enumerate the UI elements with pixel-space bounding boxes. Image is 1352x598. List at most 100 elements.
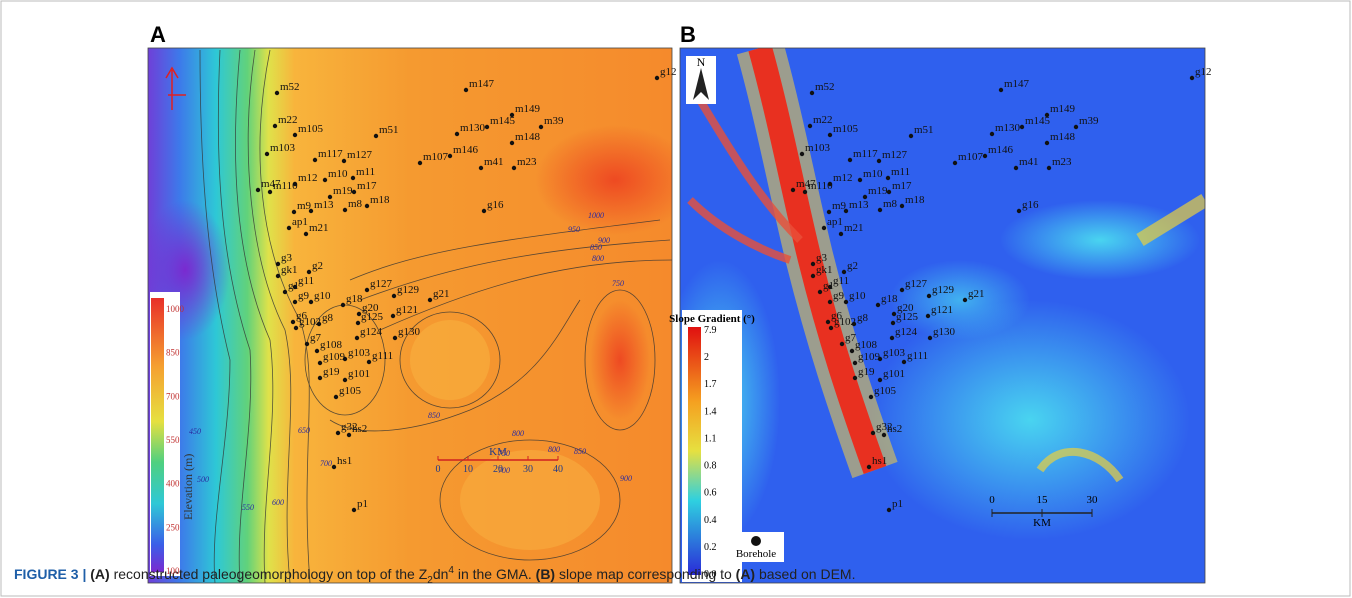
borehole bbox=[909, 134, 913, 138]
borehole bbox=[418, 161, 422, 165]
borehole bbox=[867, 465, 871, 469]
borehole-label: g12 bbox=[660, 66, 677, 78]
borehole bbox=[283, 290, 287, 294]
borehole bbox=[318, 376, 322, 380]
borehole-label: g109 bbox=[858, 351, 881, 363]
caption-text: based on DEM. bbox=[759, 566, 856, 582]
borehole-label: g16 bbox=[1022, 199, 1039, 211]
borehole bbox=[878, 378, 882, 382]
borehole bbox=[351, 176, 355, 180]
borehole-label: g105 bbox=[339, 385, 362, 397]
caption-label: FIGURE 3 | bbox=[14, 566, 86, 582]
borehole-label: gk1 bbox=[281, 264, 298, 276]
borehole-label: m23 bbox=[517, 156, 537, 168]
borehole-label: g3 bbox=[281, 252, 293, 264]
borehole-label: g129 bbox=[932, 284, 955, 296]
borehole-label: ap1 bbox=[292, 216, 308, 228]
legend-title: Slope Gradient (°) bbox=[669, 313, 755, 325]
borehole bbox=[882, 433, 886, 437]
borehole bbox=[963, 298, 967, 302]
contour-label: 850 bbox=[428, 411, 440, 420]
borehole bbox=[869, 395, 873, 399]
borehole bbox=[928, 336, 932, 340]
borehole bbox=[953, 161, 957, 165]
borehole-label: m147 bbox=[469, 78, 495, 90]
borehole-label: m130 bbox=[995, 122, 1021, 134]
borehole-label: m22 bbox=[813, 114, 833, 126]
scale-label: 40 bbox=[553, 464, 563, 475]
caption-text: reconstructed paleogeomorphology on top … bbox=[114, 566, 428, 582]
borehole bbox=[828, 133, 832, 137]
legend-label: 1.1 bbox=[704, 433, 717, 444]
borehole bbox=[355, 336, 359, 340]
borehole-label: hs2 bbox=[887, 423, 902, 435]
borehole-label: m149 bbox=[515, 103, 541, 115]
borehole bbox=[1020, 125, 1024, 129]
scale-label: 0 bbox=[989, 494, 995, 506]
north-label: N bbox=[697, 55, 706, 69]
borehole bbox=[822, 226, 826, 230]
borehole-label: m12 bbox=[298, 172, 318, 184]
borehole-label: m147 bbox=[1004, 78, 1030, 90]
borehole-label: g101 bbox=[348, 368, 370, 380]
borehole bbox=[315, 349, 319, 353]
borehole bbox=[876, 303, 880, 307]
borehole bbox=[352, 508, 356, 512]
legend-label: 850 bbox=[166, 348, 180, 358]
borehole bbox=[892, 312, 896, 316]
borehole-label: g8 bbox=[322, 312, 334, 324]
borehole-label: m103 bbox=[805, 142, 831, 154]
borehole-label: m41 bbox=[484, 156, 504, 168]
borehole bbox=[510, 141, 514, 145]
borehole bbox=[1017, 209, 1021, 213]
borehole bbox=[268, 190, 272, 194]
borehole-label: g10 bbox=[849, 290, 866, 302]
legend-label: 0.6 bbox=[704, 488, 717, 499]
contour-label: 800 bbox=[592, 254, 604, 263]
borehole-symbol bbox=[751, 536, 761, 546]
borehole-label: m19 bbox=[333, 185, 353, 197]
contour-label: 800 bbox=[548, 445, 560, 454]
borehole bbox=[448, 154, 452, 158]
borehole-label: m148 bbox=[1050, 131, 1076, 143]
borehole-label: g20 bbox=[897, 302, 914, 314]
borehole-label: m11 bbox=[356, 166, 375, 178]
borehole bbox=[347, 433, 351, 437]
legend-label: 700 bbox=[166, 391, 180, 401]
contour-label: 600 bbox=[272, 498, 284, 507]
borehole bbox=[803, 190, 807, 194]
legend-label: 100 bbox=[166, 566, 180, 576]
colorbar bbox=[688, 327, 701, 575]
borehole bbox=[1190, 76, 1194, 80]
caption-ref: (B) bbox=[536, 566, 555, 582]
borehole-label: g2 bbox=[847, 260, 858, 272]
borehole bbox=[1045, 141, 1049, 145]
borehole-label: m145 bbox=[1025, 115, 1051, 127]
borehole bbox=[887, 508, 891, 512]
legend-label: 7.9 bbox=[704, 325, 717, 336]
borehole-label: g127 bbox=[905, 278, 928, 290]
borehole-label: g124 bbox=[895, 326, 918, 338]
borehole-label: hs1 bbox=[872, 455, 887, 467]
borehole bbox=[365, 204, 369, 208]
contour-label: 800 bbox=[512, 429, 524, 438]
borehole bbox=[877, 159, 881, 163]
borehole-label: g12 bbox=[1195, 66, 1212, 78]
borehole bbox=[343, 378, 347, 382]
caption-text: dn bbox=[433, 566, 449, 582]
borehole-label: g8 bbox=[857, 312, 869, 324]
borehole bbox=[332, 465, 336, 469]
borehole bbox=[844, 209, 848, 213]
borehole-label: m107 bbox=[958, 151, 984, 163]
borehole bbox=[1047, 166, 1051, 170]
borehole bbox=[341, 303, 345, 307]
borehole bbox=[829, 326, 833, 330]
borehole-label: g111 bbox=[907, 350, 928, 362]
borehole-label: m148 bbox=[515, 131, 541, 143]
scale-label: 30 bbox=[523, 464, 533, 475]
borehole-label: g18 bbox=[881, 293, 898, 305]
borehole bbox=[926, 314, 930, 318]
borehole-label: m105 bbox=[833, 123, 859, 135]
borehole-label: m103 bbox=[270, 142, 296, 154]
borehole-label: m51 bbox=[379, 124, 399, 136]
